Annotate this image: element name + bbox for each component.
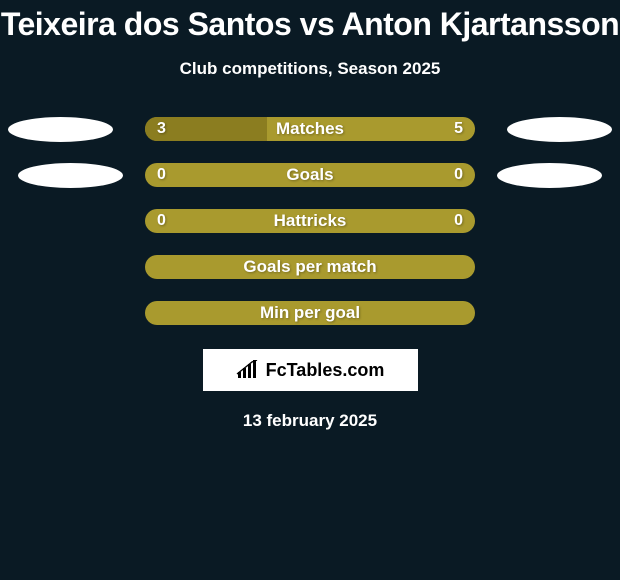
bar-track: 3 Matches 5 — [145, 117, 475, 141]
footer-date: 13 february 2025 — [243, 411, 377, 431]
bar-value-right: 5 — [454, 120, 463, 138]
bar-value-left: 3 — [157, 120, 166, 138]
bar-value-right: 0 — [454, 166, 463, 184]
page-title: Teixeira dos Santos vs Anton Kjartansson — [1, 6, 619, 43]
comparison-row: Min per goal — [0, 301, 620, 325]
comparison-row: 0 Goals 0 — [0, 163, 620, 187]
infographic-container: Teixeira dos Santos vs Anton Kjartansson… — [0, 0, 620, 580]
player-right-marker — [497, 163, 602, 188]
bar-track: Goals per match — [145, 255, 475, 279]
logo-text: FcTables.com — [266, 360, 385, 381]
comparison-row: Goals per match — [0, 255, 620, 279]
logo-box: FcTables.com — [203, 349, 418, 391]
bar-value-left: 0 — [157, 166, 166, 184]
barchart-icon — [236, 360, 260, 380]
player-left-marker — [8, 117, 113, 142]
bar-value-right: 0 — [454, 212, 463, 230]
bar-label: Hattricks — [274, 211, 347, 231]
comparison-row: 3 Matches 5 — [0, 117, 620, 141]
bar-label: Matches — [276, 119, 344, 139]
page-subtitle: Club competitions, Season 2025 — [180, 59, 441, 79]
bar-label: Min per goal — [260, 303, 360, 323]
bar-value-left: 0 — [157, 212, 166, 230]
bar-label: Goals per match — [243, 257, 376, 277]
comparison-rows: 3 Matches 5 0 Goals 0 0 Hattricks 0 — [0, 117, 620, 325]
player-right-marker — [507, 117, 612, 142]
comparison-row: 0 Hattricks 0 — [0, 209, 620, 233]
bar-label: Goals — [286, 165, 333, 185]
player-left-marker — [18, 163, 123, 188]
bar-track: 0 Goals 0 — [145, 163, 475, 187]
bar-track: Min per goal — [145, 301, 475, 325]
bar-track: 0 Hattricks 0 — [145, 209, 475, 233]
